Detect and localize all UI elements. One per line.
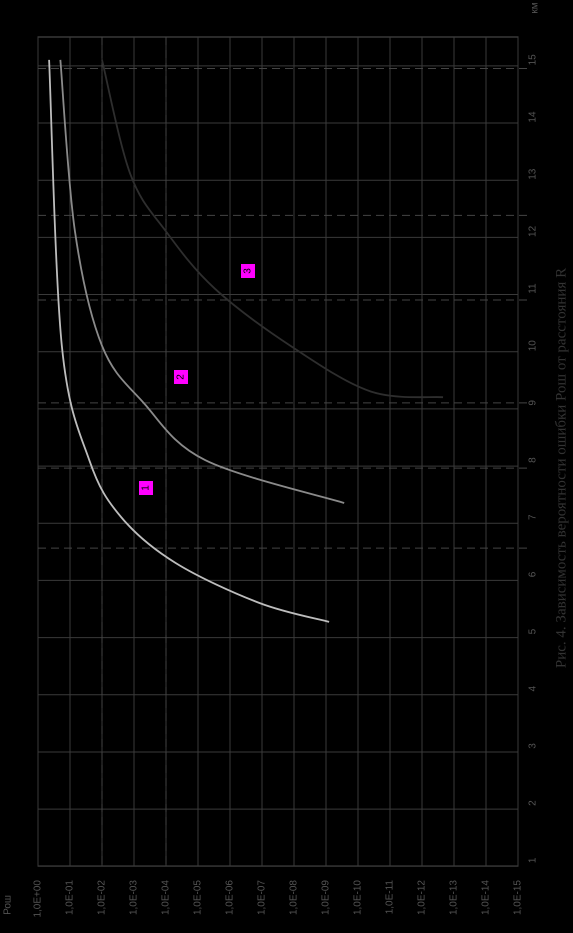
x-tick-label: 7 <box>528 514 539 520</box>
series-label: 2 <box>176 374 187 380</box>
y-tick-label: 1,0E-15 <box>513 880 524 915</box>
x-tick-label: 6 <box>528 571 539 577</box>
x-tick-label: 14 <box>528 111 539 123</box>
y-tick-label: 1,0E-12 <box>417 880 428 915</box>
x-tick-label: 10 <box>528 340 539 352</box>
x-tick-label: 15 <box>528 54 539 66</box>
x-tick-label: 11 <box>528 283 539 294</box>
series-label-box <box>241 264 255 278</box>
y-tick-label: 1,0E-07 <box>257 880 268 915</box>
x-tick-label: 3 <box>528 743 539 749</box>
series-label-box <box>139 481 153 495</box>
x-tick-label: 8 <box>528 457 539 463</box>
y-tick-label: 1,0E-10 <box>353 880 364 915</box>
y-axis-label: Рош <box>3 895 14 915</box>
series-label-box <box>174 370 188 384</box>
x-tick-label: 4 <box>528 686 539 692</box>
x-tick-label: 9 <box>528 400 539 406</box>
series-label: 1 <box>141 485 152 491</box>
y-tick-label: 1,0E-08 <box>289 880 300 915</box>
series-label: 3 <box>243 268 254 274</box>
y-tick-label: 1,0E+00 <box>33 880 44 918</box>
y-tick-label: 1,0E-11 <box>385 880 396 915</box>
y-tick-label: 1,0E-01 <box>65 880 76 915</box>
y-tick-label: 1,0E-09 <box>321 880 332 915</box>
y-tick-label: 1,0E-05 <box>193 880 204 915</box>
chart-title: Рис. 4. Зависимость вероятности ошибки Р… <box>553 268 569 668</box>
series-line <box>48 59 330 623</box>
y-tick-label: 1,0E-06 <box>225 880 236 915</box>
x-tick-label: 12 <box>528 225 539 237</box>
x-tick-label: 1 <box>528 857 539 863</box>
x-tick-label: 2 <box>528 800 539 806</box>
y-tick-label: 1,0E-04 <box>161 880 172 915</box>
x-axis-label: км <box>530 2 541 13</box>
y-tick-label: 1,0E-03 <box>129 880 140 915</box>
x-tick-label: 13 <box>528 168 539 180</box>
x-tick-label: 5 <box>528 628 539 634</box>
y-tick-label: 1,0E-14 <box>481 880 492 915</box>
series-line <box>59 59 345 504</box>
y-tick-label: 1,0E-02 <box>97 880 108 915</box>
series-line <box>101 59 444 399</box>
y-tick-label: 1,0E-13 <box>449 880 460 915</box>
